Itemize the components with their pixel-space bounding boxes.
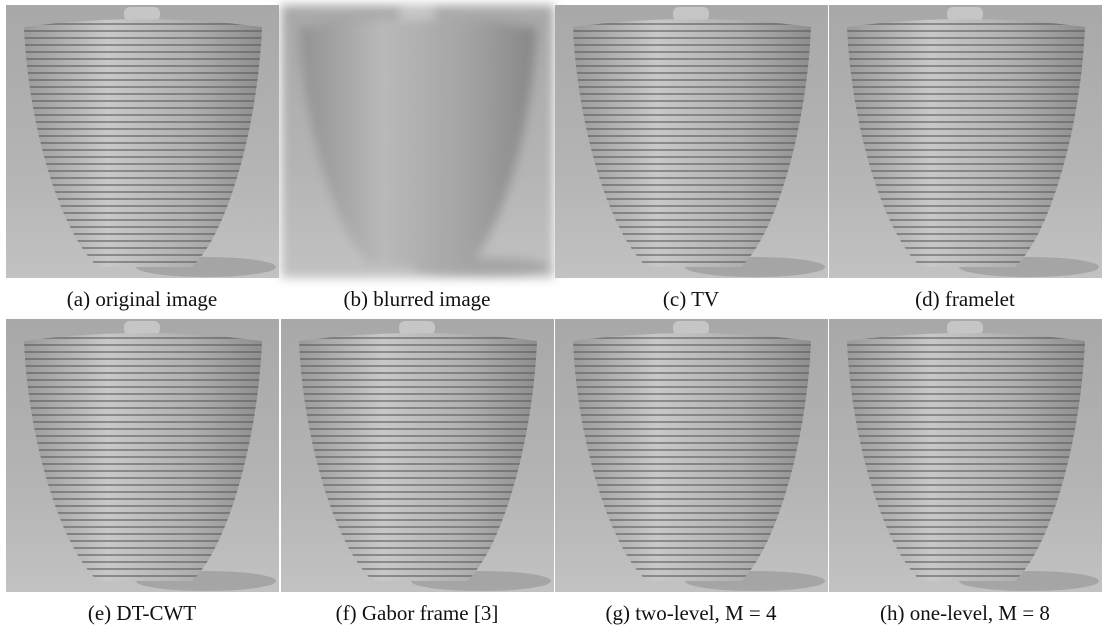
panel-image: [281, 5, 554, 278]
panel-image: [555, 5, 828, 278]
caption: (f) Gabor frame [3]: [336, 601, 499, 625]
caption: (g) two-level, M = 4: [605, 601, 777, 625]
panel-image: [555, 319, 828, 592]
panel-image: [281, 319, 554, 592]
caption: (d) framelet: [915, 287, 1015, 311]
panel-image: [6, 319, 279, 592]
caption: (c) TV: [663, 287, 719, 311]
panel-image: [6, 5, 279, 278]
caption: (a) original image: [67, 287, 217, 311]
panel-image: [829, 319, 1102, 592]
caption: (b) blurred image: [344, 287, 491, 311]
figure: (a) original image (b) blurred image (c) T…: [0, 0, 1102, 631]
caption: (h) one-level, M = 8: [880, 601, 1050, 625]
caption: (e) DT-CWT: [88, 601, 196, 625]
panel-image: [829, 5, 1102, 278]
